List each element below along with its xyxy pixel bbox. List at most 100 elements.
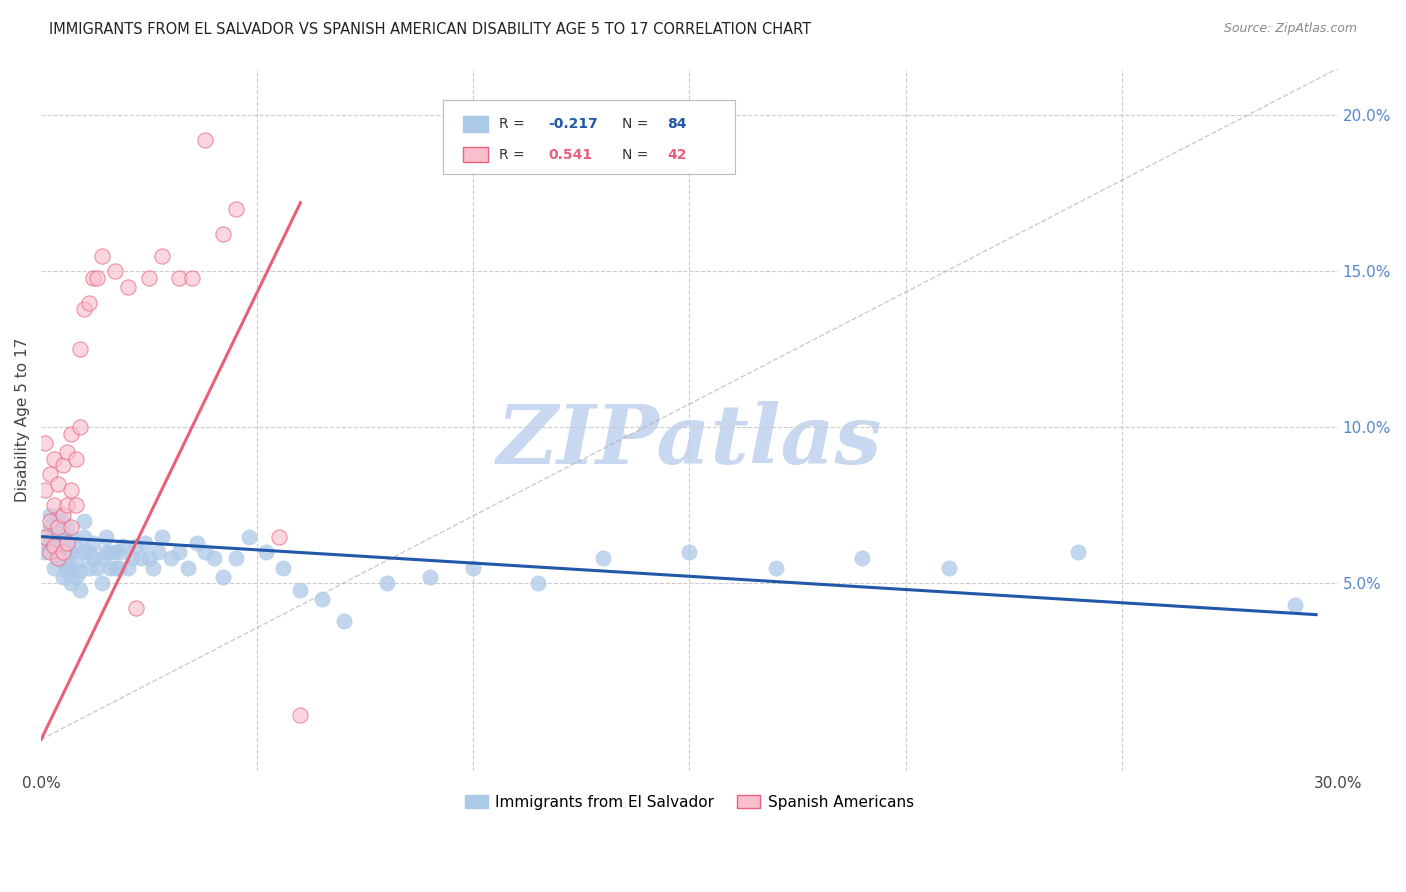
Point: [851, 551, 873, 566]
Point: [94, 545, 117, 559]
Point: [117, 280, 139, 294]
Point: [52, 508, 75, 522]
Point: [142, 561, 165, 575]
Text: Source: ZipAtlas.com: Source: ZipAtlas.com: [1223, 22, 1357, 36]
Point: [82, 551, 104, 566]
Point: [42, 545, 65, 559]
Point: [150, 249, 173, 263]
Point: [169, 545, 191, 559]
Point: [1284, 599, 1306, 613]
Point: [42, 514, 65, 528]
Point: [65, 570, 87, 584]
Point: [527, 576, 550, 591]
Text: ZIPatlas: ZIPatlas: [496, 401, 882, 481]
Point: [69, 564, 91, 578]
Point: [125, 601, 148, 615]
Point: [86, 270, 108, 285]
Text: N =: N =: [621, 148, 652, 162]
Text: -0.217: -0.217: [548, 118, 598, 131]
Point: [60, 520, 83, 534]
Point: [69, 343, 91, 357]
Point: [177, 561, 200, 575]
Point: [311, 592, 333, 607]
Point: [94, 530, 117, 544]
Point: [181, 270, 204, 285]
Point: [38, 514, 60, 528]
Point: [150, 530, 173, 544]
Text: 84: 84: [668, 118, 688, 131]
Text: 0.541: 0.541: [548, 148, 592, 162]
Point: [129, 551, 152, 566]
FancyBboxPatch shape: [443, 100, 735, 174]
Point: [60, 545, 83, 559]
Point: [56, 536, 79, 550]
Point: [60, 426, 83, 441]
Point: [38, 467, 60, 482]
Point: [419, 570, 441, 584]
Point: [56, 564, 79, 578]
Point: [225, 202, 247, 216]
Point: [52, 545, 75, 559]
Point: [82, 270, 104, 285]
Text: R =: R =: [499, 148, 529, 162]
Point: [202, 551, 225, 566]
Point: [56, 499, 79, 513]
Point: [138, 270, 160, 285]
Point: [108, 561, 131, 575]
Point: [98, 545, 121, 559]
Point: [48, 508, 70, 522]
Point: [56, 536, 79, 550]
Point: [332, 614, 354, 628]
Point: [73, 301, 96, 316]
Point: [48, 520, 70, 534]
Point: [48, 476, 70, 491]
Point: [65, 499, 87, 513]
Point: [73, 514, 96, 528]
Point: [134, 536, 156, 550]
Point: [42, 451, 65, 466]
Point: [375, 576, 398, 591]
Point: [211, 570, 233, 584]
Point: [169, 270, 191, 285]
Point: [65, 555, 87, 569]
Point: [90, 551, 112, 566]
Point: [592, 551, 614, 566]
Point: [52, 530, 75, 544]
Point: [52, 458, 75, 472]
Point: [125, 539, 148, 553]
Point: [60, 483, 83, 497]
Point: [52, 555, 75, 569]
Legend: Immigrants from El Salvador, Spanish Americans: Immigrants from El Salvador, Spanish Ame…: [458, 789, 920, 815]
Point: [77, 561, 100, 575]
Point: [73, 545, 96, 559]
Point: [38, 545, 60, 559]
Point: [42, 526, 65, 541]
Point: [52, 542, 75, 557]
Point: [48, 539, 70, 553]
Point: [271, 561, 294, 575]
Point: [69, 582, 91, 597]
Point: [56, 445, 79, 459]
Point: [194, 133, 217, 147]
Point: [238, 530, 260, 544]
Point: [103, 545, 125, 559]
Point: [60, 530, 83, 544]
Point: [60, 576, 83, 591]
Point: [159, 551, 181, 566]
Point: [267, 530, 290, 544]
Point: [1067, 545, 1090, 559]
Text: 42: 42: [668, 148, 688, 162]
Point: [77, 545, 100, 559]
Point: [290, 707, 312, 722]
Point: [211, 227, 233, 241]
Point: [48, 524, 70, 538]
Point: [98, 561, 121, 575]
Point: [121, 551, 143, 566]
Point: [65, 451, 87, 466]
Point: [42, 499, 65, 513]
Point: [42, 561, 65, 575]
Text: R =: R =: [499, 118, 529, 131]
Point: [42, 539, 65, 553]
Point: [225, 551, 247, 566]
Point: [138, 551, 160, 566]
